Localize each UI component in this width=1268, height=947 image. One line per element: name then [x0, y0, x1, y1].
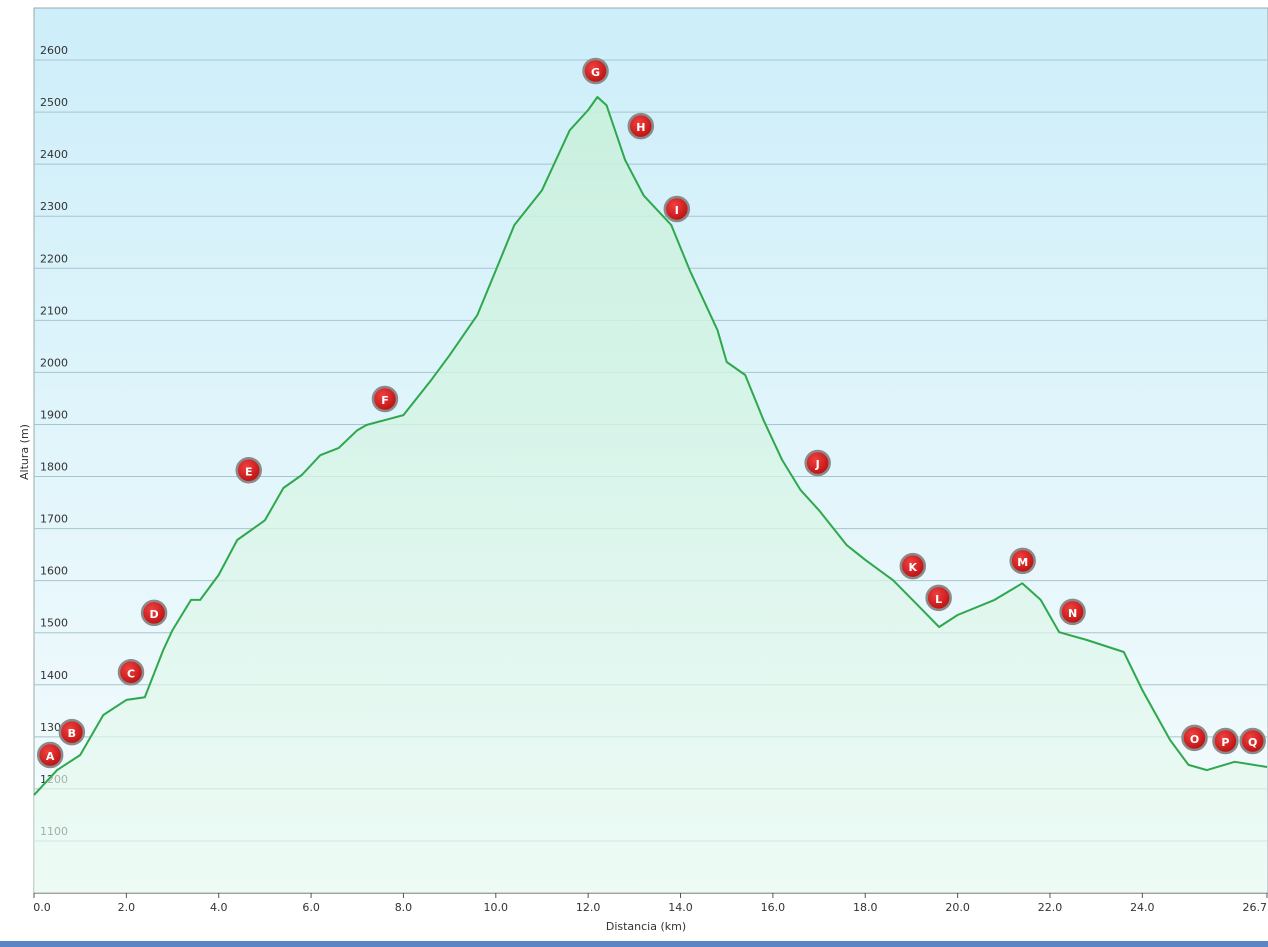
waypoint-label: I — [675, 204, 679, 217]
waypoint-label: L — [935, 593, 942, 606]
waypoint-marker: D — [140, 599, 168, 627]
waypoint-marker: H — [627, 112, 655, 140]
y-tick-label: 1800 — [40, 461, 68, 474]
waypoint-circle — [804, 449, 831, 477]
waypoint-circle — [1181, 724, 1208, 752]
waypoint-marker: A — [36, 741, 64, 769]
x-tick-label: 14.0 — [668, 901, 693, 914]
waypoint-circle — [1212, 727, 1239, 755]
y-tick-label: 2000 — [40, 356, 68, 369]
y-tick-label: 1600 — [40, 565, 68, 578]
waypoint-circle — [925, 584, 952, 612]
waypoint-label: P — [1221, 736, 1229, 749]
waypoint-label: C — [127, 667, 135, 680]
y-tick-label: 2400 — [40, 148, 68, 161]
x-tick-label: 12.0 — [576, 901, 601, 914]
waypoint-marker: J — [804, 449, 831, 477]
waypoint-label: K — [909, 561, 918, 574]
y-tick-label: 1900 — [40, 408, 68, 421]
waypoint-label: A — [46, 750, 55, 763]
waypoint-marker: I — [663, 195, 691, 223]
waypoint-label: G — [591, 66, 600, 79]
x-tick-label: 20.0 — [945, 901, 970, 914]
x-tick-label: 10.0 — [484, 901, 509, 914]
waypoint-circle — [117, 659, 145, 686]
waypoint-circle — [663, 195, 691, 223]
waypoint-marker: L — [925, 584, 952, 612]
y-tick-label: 1500 — [40, 617, 68, 630]
waypoint-marker: P — [1212, 727, 1239, 755]
waypoint-label: D — [149, 608, 158, 621]
waypoint-circle — [899, 552, 927, 580]
waypoint-label: F — [381, 394, 389, 407]
waypoint-label: Q — [1248, 736, 1257, 749]
waypoint-marker: K — [899, 552, 927, 580]
waypoint-circle — [235, 457, 262, 484]
waypoint-circle — [371, 385, 399, 413]
elevation-line — [33, 96, 1268, 796]
waypoint-marker: B — [58, 718, 86, 746]
x-tick-label: 18.0 — [853, 901, 878, 914]
window-border — [0, 941, 1268, 947]
y-axis-label: Altura (m) — [18, 424, 31, 480]
waypoint-label: E — [245, 465, 253, 478]
y-tick-label: 1700 — [40, 513, 68, 526]
waypoint-label: N — [1068, 607, 1077, 620]
waypoint-circle — [1059, 598, 1086, 626]
waypoint-label: J — [815, 458, 820, 471]
waypoint-marker: M — [1009, 547, 1036, 575]
waypoint-marker: O — [1181, 724, 1208, 752]
y-tick-label: 2200 — [40, 252, 68, 265]
waypoint-circle — [58, 718, 86, 746]
x-tick-label: 24.0 — [1130, 901, 1155, 914]
waypoint-circle — [1239, 727, 1266, 755]
x-tick-label: 4.0 — [210, 901, 228, 914]
waypoint-label: O — [1190, 733, 1199, 746]
waypoint-label: M — [1017, 556, 1028, 569]
waypoint-marker: Q — [1239, 727, 1266, 755]
x-tick-label: 16.0 — [761, 901, 786, 914]
waypoint-circle — [140, 599, 168, 627]
y-tick-label: 1400 — [40, 669, 68, 682]
waypoint-circle — [1009, 547, 1036, 575]
waypoint-marker: E — [235, 457, 262, 484]
y-tick-label: 2600 — [40, 44, 68, 57]
waypoint-circle — [36, 741, 64, 769]
x-tick-label: 22.0 — [1038, 901, 1063, 914]
waypoint-marker: F — [371, 385, 399, 413]
waypoint-circle — [582, 57, 609, 85]
waypoint-marker: G — [582, 57, 609, 85]
y-tick-label: 2300 — [40, 200, 68, 213]
waypoint-circle — [627, 112, 655, 140]
x-tick-label: 0.0 — [33, 901, 51, 914]
waypoint-marker: C — [117, 659, 145, 686]
x-tick-label: 2.0 — [118, 901, 136, 914]
x-axis-label: Distancia (km) — [606, 920, 686, 933]
y-tick-label: 2500 — [40, 96, 68, 109]
x-tick-label: 6.0 — [302, 901, 320, 914]
x-tick-label: 26.7 — [1243, 901, 1268, 914]
y-tick-label: 2100 — [40, 304, 68, 317]
waypoint-marker: N — [1059, 598, 1086, 626]
waypoint-label: H — [636, 121, 645, 134]
area — [34, 97, 1267, 893]
waypoint-label: B — [68, 727, 76, 740]
x-tick-label: 8.0 — [395, 901, 413, 914]
